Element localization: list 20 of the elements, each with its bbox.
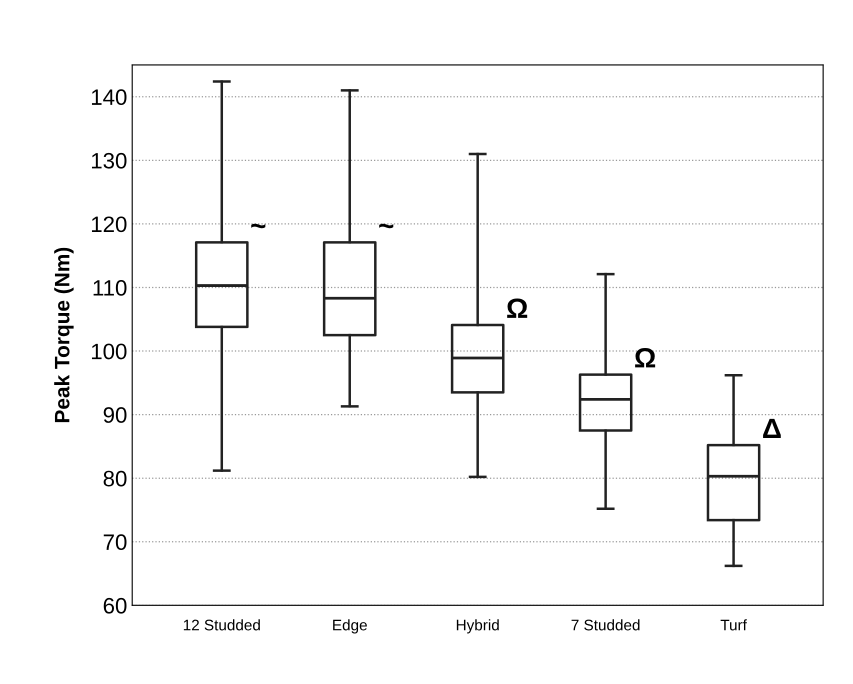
y-tick-label: 120 — [92, 216, 126, 232]
x-tick-label: Hybrid — [456, 619, 499, 634]
x-tick-label: Turf — [720, 619, 747, 630]
y-tick-label: 90 — [104, 407, 126, 423]
y-tick-label: 140 — [92, 89, 126, 106]
annotation: Δ — [763, 418, 781, 438]
x-tick-label: 7 Studded — [572, 619, 640, 630]
annotation: ~ — [251, 224, 266, 228]
y-tick-label: 80 — [104, 470, 126, 486]
annotation: Ω — [635, 348, 656, 368]
annotation: Ω — [507, 298, 528, 318]
y-tick-label: 130 — [92, 152, 126, 169]
y-tick-label: 70 — [104, 534, 126, 550]
x-tick-label: Edge — [333, 619, 367, 634]
x-tick-label: 12 Studded — [184, 619, 260, 630]
y-axis-title: Peak Torque (Nm) — [54, 248, 74, 422]
y-tick-label: 110 — [94, 280, 126, 296]
y-tick-label: 60 — [104, 598, 126, 614]
y-tick-label: 100 — [92, 344, 126, 360]
annotation: ~ — [379, 224, 394, 228]
